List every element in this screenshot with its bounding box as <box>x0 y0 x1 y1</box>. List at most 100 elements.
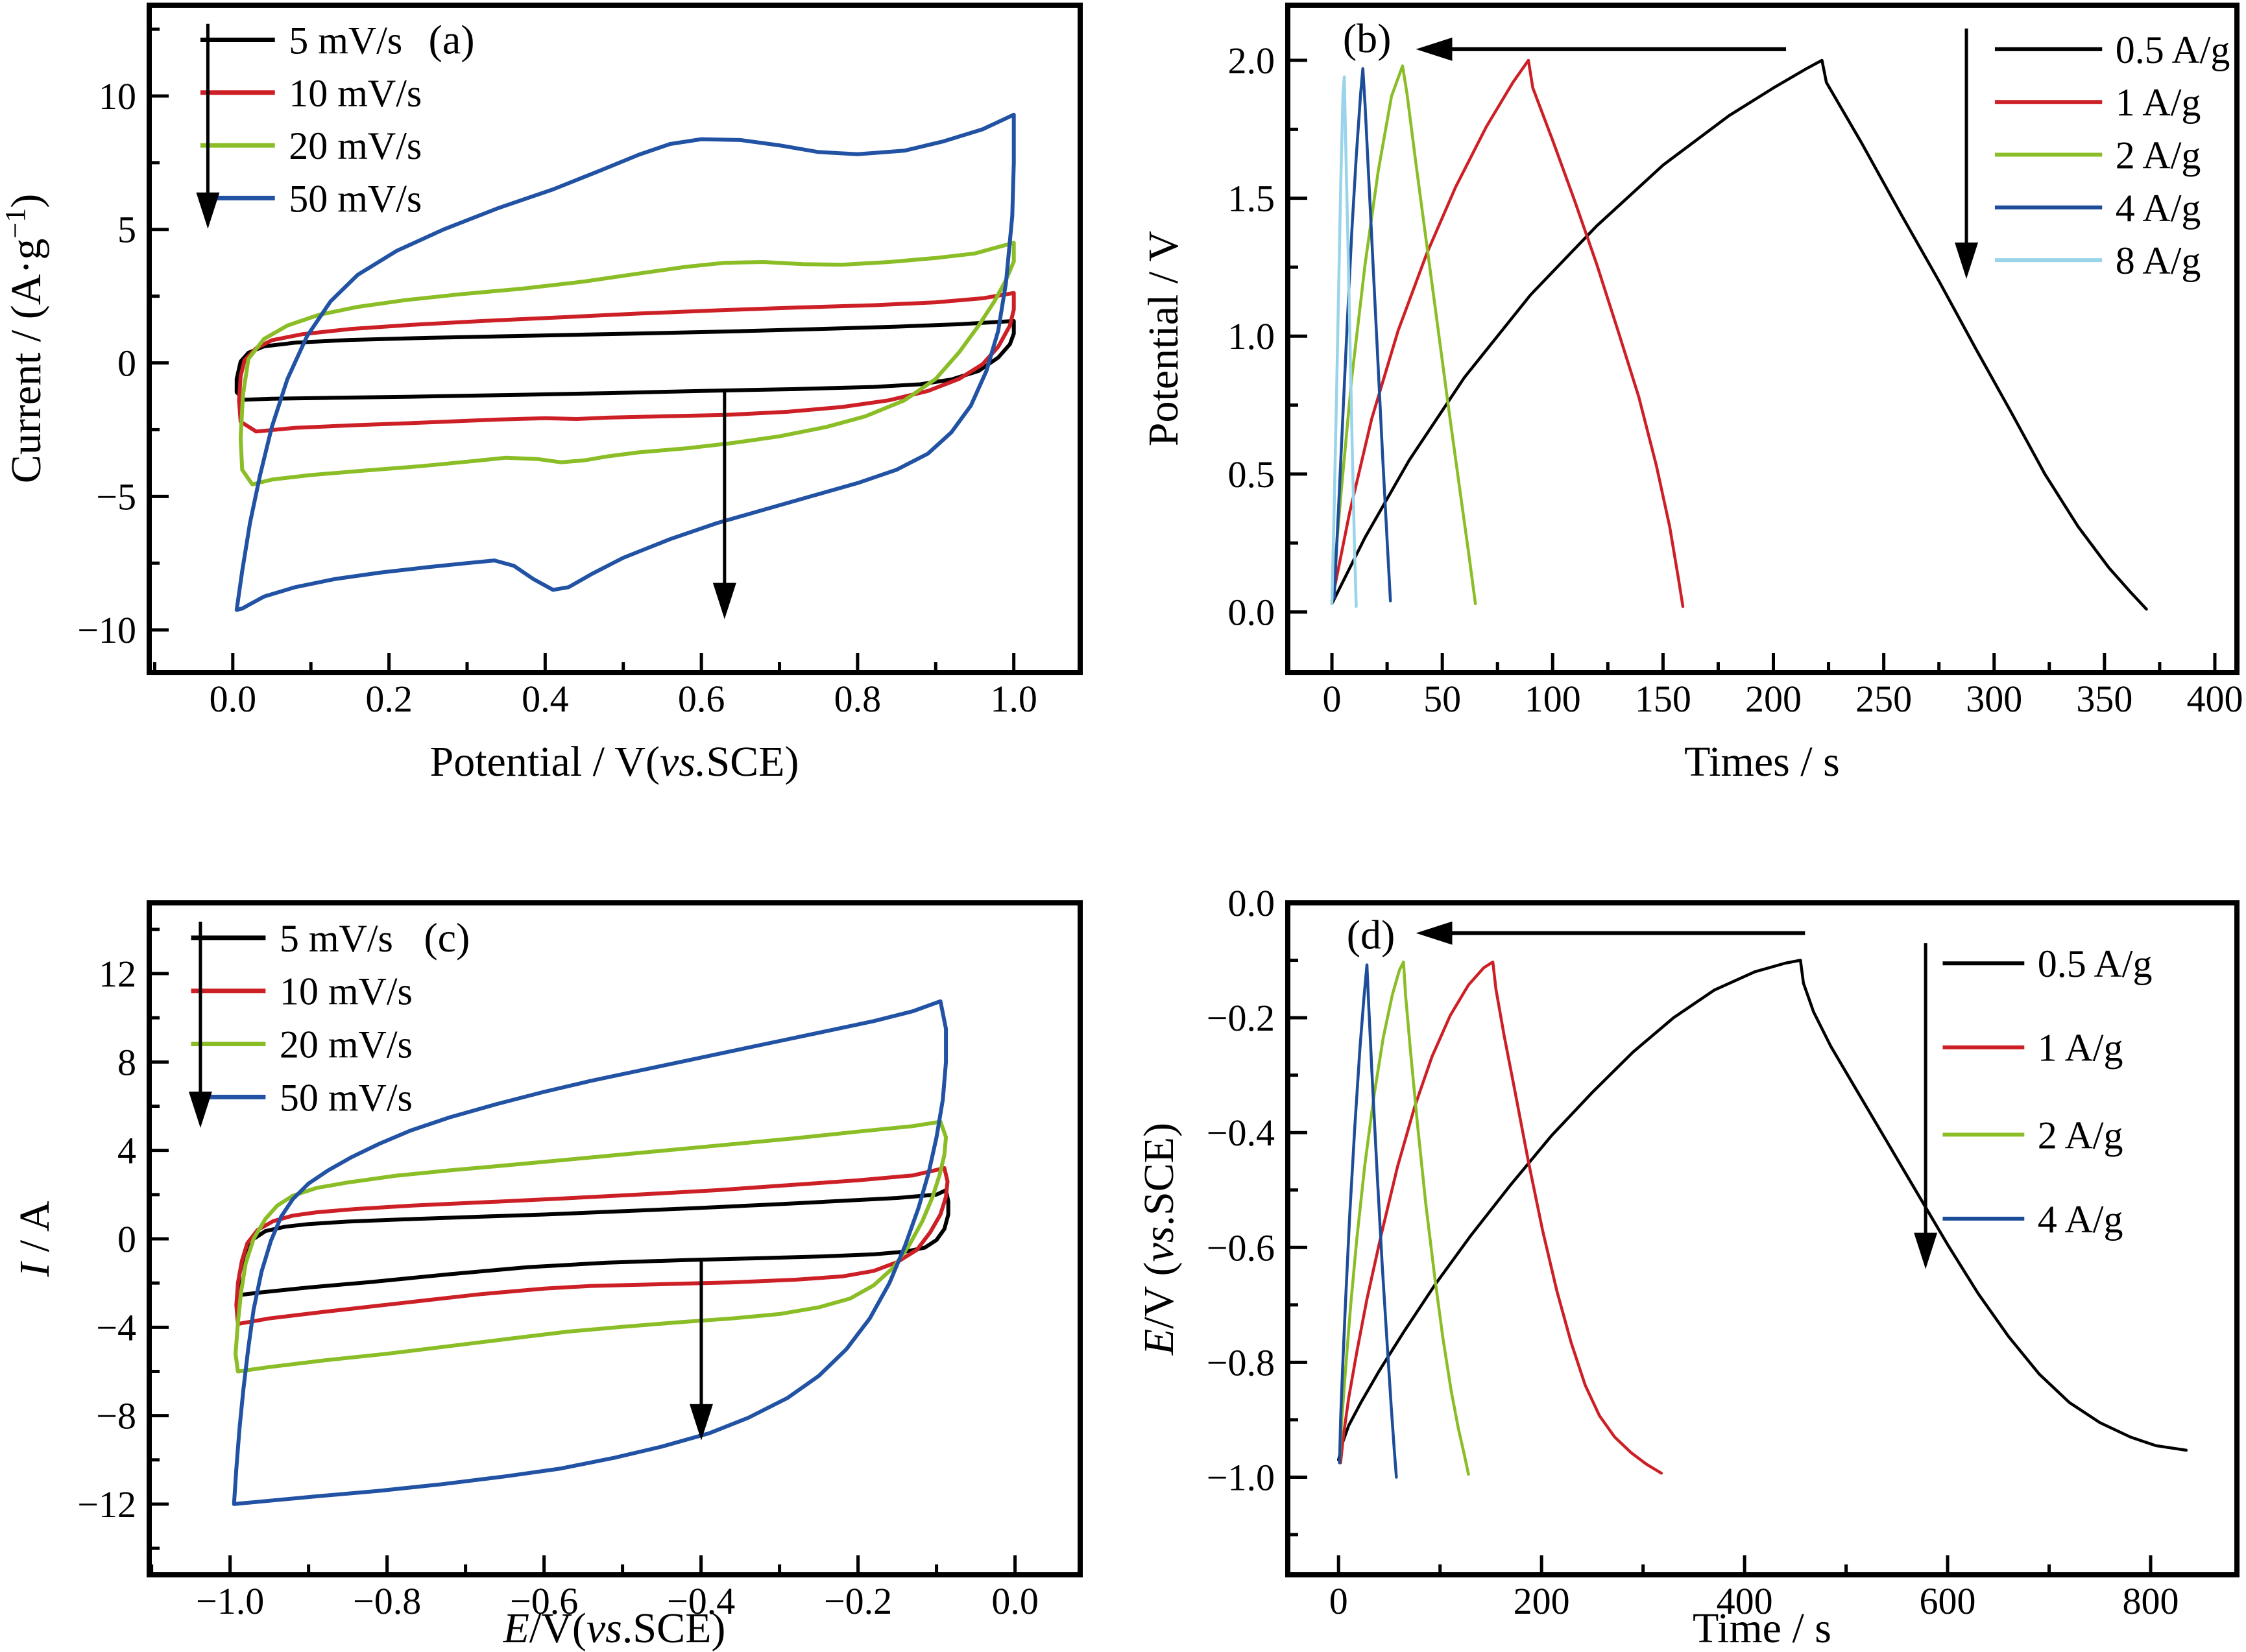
curve-c-20-mv-s <box>234 1119 948 1374</box>
y-tick-label: 0.0 <box>1228 591 1275 633</box>
y-tick-label: 0.5 <box>1228 453 1275 496</box>
legend-label-50-mv-s: 50 mV/s <box>289 177 422 220</box>
curve-b-4-a-g <box>1333 67 1392 603</box>
panel-d-x-axis-title: Time / s <box>1693 1605 1831 1652</box>
panel-b-ticks: 0 50 100 150 200 250 300 350 400 2.0 1.5 1.0 0.5 0.0 <box>1228 40 2243 720</box>
curve-a-20-mv-s <box>238 241 1016 486</box>
x-tick-label: 0.4 <box>522 678 569 720</box>
panel-d-ticks: 0 200 400 600 800 0.0 −0.2 −0.4 −0.6 −0.8 −1.0 <box>1207 882 2179 1622</box>
y-tick-label: −8 <box>96 1395 136 1437</box>
panel-d-curves <box>1336 959 2188 1479</box>
panel-b-legend: 0.5 A/g 1 A/g 2 A/g 4 A/g 8 A/g <box>1994 29 2230 282</box>
y-tick-label: 1.0 <box>1228 315 1275 357</box>
x-tick-label: 50 <box>1423 678 1461 720</box>
x-tick-label: 0.8 <box>834 678 882 720</box>
panel-c-curves <box>232 999 950 1506</box>
panel-a-ticks: 0.0 0.2 0.4 0.6 0.8 1.0 10 5 0 −5 −10 <box>77 27 1037 720</box>
panel-c: −1.0 −0.8 −0.6 −0.4 −0.2 0.0 12 8 4 0 −4 −8 −12 E/V(v… <box>11 900 1083 1652</box>
y-tick-label: −0.4 <box>1207 1112 1275 1154</box>
y-tick-label: −5 <box>96 475 136 518</box>
curve-c-10-mv-s <box>234 1166 950 1326</box>
curve-c-5-mv-s <box>235 1188 950 1297</box>
panel-c-y-axis-title: I / A <box>11 1201 58 1278</box>
plot-down-arrow-c-head <box>689 1404 713 1441</box>
y-tick-label: 0 <box>117 1218 136 1260</box>
x-tick-label: 0.2 <box>365 678 413 720</box>
legend-down-arrow-a-head <box>196 192 220 229</box>
y-tick-label: −12 <box>77 1483 136 1526</box>
curve-d-1-a-g <box>1339 960 1663 1475</box>
panel-b-y-axis-title: Potential / V <box>1140 231 1187 446</box>
legend-down-arrow-c-head <box>188 1092 212 1129</box>
x-tick-label: 600 <box>1920 1580 1976 1622</box>
panel-a-letter: (a) <box>429 17 475 63</box>
x-tick-label: 0 <box>1329 1580 1348 1622</box>
x-tick-label: −0.8 <box>353 1580 421 1622</box>
legend-label-5-mv-s: 5 mV/s <box>289 19 402 62</box>
legend-label-2-a-g: 2 A/g <box>2038 1114 2123 1156</box>
curve-b-2-a-g <box>1330 64 1477 605</box>
legend-label-5-mv-s: 5 mV/s <box>280 917 393 960</box>
curve-b-1-a-g <box>1330 58 1685 608</box>
curve-b-0-5-a-g <box>1330 58 2148 611</box>
x-tick-label: 1.0 <box>990 678 1037 720</box>
curve-d-2-a-g <box>1338 960 1470 1476</box>
panel-a-legend: 5 mV/s 10 mV/s 20 mV/s 50 mV/s <box>200 19 422 220</box>
legend-label-10-mv-s: 10 mV/s <box>280 970 413 1013</box>
left-arrow-d-head <box>1416 921 1453 945</box>
legend-label-8-a-g: 8 A/g <box>2116 239 2201 282</box>
panel-a-x-axis-title: Potential / V(vs.SCE) <box>430 738 799 785</box>
curve-d-0-5-a-g <box>1336 959 2188 1462</box>
x-tick-label: 200 <box>1514 1580 1570 1622</box>
left-arrow-b-head <box>1416 37 1453 61</box>
panel-c-x-axis-title: E/V(vs.SCE) <box>503 1605 726 1652</box>
y-tick-label: −10 <box>77 609 136 651</box>
x-tick-label: −0.4 <box>667 1580 735 1622</box>
panel-b-frame <box>1285 3 2240 675</box>
panel-b-x-axis-title: Times / s <box>1684 738 1840 785</box>
x-tick-label: 0.0 <box>210 678 257 720</box>
panel-c-letter: (c) <box>424 915 470 961</box>
panel-d-y-axis-title: E/V (vs.SCE) <box>1135 1123 1183 1356</box>
y-tick-label: −0.2 <box>1207 997 1275 1039</box>
legend-label-50-mv-s: 50 mV/s <box>280 1076 413 1119</box>
y-tick-label: 8 <box>117 1041 136 1083</box>
panel-d-frame <box>1285 900 2240 1577</box>
panel-d-legend: 0.5 A/g 1 A/g 2 A/g 4 A/g <box>1942 942 2152 1241</box>
legend-label-10-mv-s: 10 mV/s <box>289 72 422 115</box>
curve-a-5-mv-s <box>234 318 1016 402</box>
y-tick-label: 0.0 <box>1228 882 1275 924</box>
legend-label-1-a-g: 1 A/g <box>2038 1027 2123 1070</box>
y-tick-label: 4 <box>117 1130 136 1172</box>
x-tick-label: −0.6 <box>510 1580 578 1622</box>
panel-a-y-axis-title: Current / (A·g−1) <box>0 194 50 483</box>
y-tick-label: 10 <box>99 75 136 117</box>
x-tick-label: 400 <box>1717 1580 1773 1622</box>
panel-a-curves <box>234 112 1016 612</box>
panel-d: 0 200 400 600 800 0.0 −0.2 −0.4 −0.6 −0.8 −1.0 Time… <box>1135 882 2240 1652</box>
x-tick-label: 0.6 <box>678 678 725 720</box>
x-tick-label: 150 <box>1635 678 1691 720</box>
legend-label-20-mv-s: 20 mV/s <box>289 125 422 167</box>
curve-b-8-a-g <box>1330 75 1358 608</box>
y-tick-label: −4 <box>96 1306 136 1348</box>
legend-label-2-a-g: 2 A/g <box>2116 134 2201 176</box>
curve-a-50-mv-s <box>234 112 1016 612</box>
curve-d-4-a-g <box>1338 963 1398 1479</box>
y-tick-label: 1.5 <box>1228 178 1275 220</box>
legend-down-arrow-b-head <box>1955 242 1979 279</box>
x-tick-label: 300 <box>1966 678 2022 720</box>
x-tick-label: 250 <box>1855 678 1912 720</box>
panel-d-letter: (d) <box>1347 912 1395 958</box>
x-tick-label: 100 <box>1525 678 1581 720</box>
panel-b: 0 50 100 150 200 250 300 350 400 2.0 1.5 1.0 0.5 0.0 T… <box>1140 3 2243 785</box>
x-tick-label: −0.2 <box>824 1580 892 1622</box>
panel-b-letter: (b) <box>1343 15 1392 61</box>
x-tick-label: 0 <box>1323 678 1342 720</box>
x-tick-label: 350 <box>2076 678 2132 720</box>
x-tick-label: 400 <box>2186 678 2243 720</box>
y-tick-label: −1.0 <box>1207 1456 1275 1498</box>
x-tick-label: 0.0 <box>991 1580 1039 1622</box>
legend-label-0-5-a-g: 0.5 A/g <box>2116 29 2230 71</box>
